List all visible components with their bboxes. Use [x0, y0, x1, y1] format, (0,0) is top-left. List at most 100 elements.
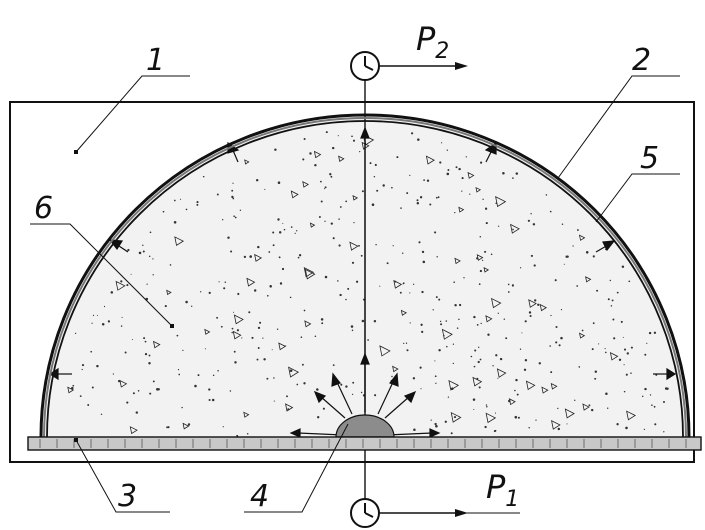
- particle-dot: [282, 222, 284, 224]
- particle-dot: [352, 381, 355, 384]
- particle-dot: [185, 300, 188, 304]
- particle-dot: [435, 296, 438, 299]
- particle-dot: [537, 303, 540, 307]
- particle-dot: [302, 158, 305, 161]
- particle-dot: [243, 255, 247, 259]
- particle-dot: [345, 385, 348, 388]
- particle-dot: [422, 260, 426, 264]
- particle-triangle: [115, 280, 126, 291]
- particle-triangle: [579, 332, 586, 339]
- particle-dot: [653, 405, 656, 408]
- particle-dot: [446, 172, 450, 176]
- particle-dot: [173, 199, 176, 202]
- particle-dot: [324, 220, 326, 222]
- particle-dot: [298, 254, 302, 257]
- particle-triangle: [303, 267, 315, 278]
- particle-dot: [72, 384, 75, 387]
- particle-dot: [351, 261, 355, 264]
- particle-dot: [178, 373, 181, 376]
- particle-dot: [503, 318, 506, 320]
- particle-dot: [248, 311, 251, 314]
- particle-dot: [611, 299, 614, 302]
- particle-dot: [130, 273, 132, 275]
- particle-dot: [367, 339, 369, 341]
- particle-dot: [528, 311, 532, 314]
- particle-triangle: [450, 411, 462, 423]
- particle-dot: [112, 373, 115, 375]
- particle-dot: [643, 428, 646, 431]
- particle-triangle: [166, 289, 172, 296]
- particle-dot: [574, 399, 576, 401]
- label-p2-main: P: [416, 20, 436, 58]
- particle-dot: [276, 328, 279, 330]
- particle-dot: [616, 423, 619, 426]
- particle-dot: [416, 199, 419, 202]
- particle-dot: [222, 426, 224, 428]
- particle-dot: [279, 282, 283, 285]
- particle-dot: [429, 203, 432, 206]
- particle-dot: [412, 377, 416, 380]
- particle-dot: [231, 189, 234, 192]
- particle-dot: [484, 250, 487, 253]
- particle-dot: [371, 203, 375, 206]
- particle-dot: [434, 231, 437, 234]
- particle-dot: [508, 399, 511, 403]
- particle-dot: [605, 392, 608, 395]
- particle-dot: [204, 348, 206, 350]
- particle-dot: [149, 231, 152, 234]
- particle-dot: [545, 194, 548, 196]
- particle-dot: [376, 189, 379, 192]
- particle-dot: [426, 179, 430, 182]
- particle-dot: [142, 250, 145, 253]
- particle-dot: [146, 283, 148, 285]
- particle-dot: [351, 329, 354, 332]
- particle-dot: [233, 215, 235, 217]
- label-p2: P2: [416, 20, 449, 64]
- particle-dot: [497, 225, 500, 227]
- particle-dot: [623, 364, 625, 366]
- particle-dot: [463, 277, 465, 279]
- particle-triangle: [541, 386, 549, 394]
- particle-dot: [630, 372, 632, 374]
- chamber-outline: [9, 101, 695, 463]
- label-6: 6: [34, 191, 53, 226]
- particle-dot: [435, 424, 438, 428]
- particle-dot: [417, 138, 420, 141]
- particle-dot: [257, 245, 260, 249]
- particle-dot: [535, 419, 537, 421]
- particle-triangle: [232, 330, 242, 340]
- particle-dot: [351, 393, 354, 396]
- particle-dot: [554, 279, 557, 282]
- particle-triangle: [458, 206, 465, 213]
- particle-dot: [598, 343, 600, 345]
- particle-dot: [309, 152, 312, 155]
- particle-dot: [453, 281, 455, 283]
- particle-dot: [152, 258, 154, 260]
- particle-dot: [406, 349, 409, 352]
- particle-dot: [300, 336, 303, 339]
- particle-dot: [322, 407, 325, 410]
- particle-dot: [120, 325, 123, 327]
- particle-dot: [399, 291, 402, 294]
- leader-lines: [30, 65, 680, 514]
- particle-triangle: [392, 365, 399, 373]
- particle-dot: [224, 281, 227, 283]
- particle-dot: [512, 177, 514, 179]
- particle-dot: [272, 244, 275, 247]
- particle-dot: [330, 175, 333, 178]
- particle-triangle: [379, 345, 391, 357]
- particle-dot: [663, 431, 665, 433]
- particle-dot: [92, 314, 95, 317]
- particle-dot: [566, 423, 568, 425]
- label-p2-sub: 2: [435, 39, 449, 64]
- particle-dot: [187, 423, 191, 426]
- particle-dot: [566, 255, 569, 258]
- particle-dot: [458, 167, 461, 171]
- particle-dot: [351, 135, 353, 138]
- particle-dot: [297, 256, 300, 259]
- particle-dot: [320, 200, 323, 203]
- particle-speckles: [67, 131, 669, 437]
- particle-dot: [110, 291, 114, 294]
- particle-dot: [438, 348, 441, 352]
- particle-dot: [231, 327, 234, 330]
